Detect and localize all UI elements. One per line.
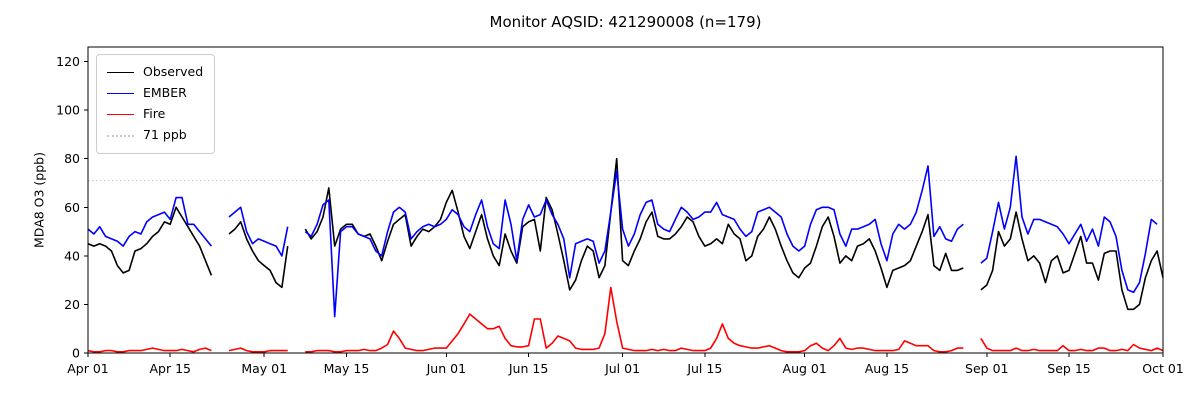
series-line-observed <box>304 157 964 291</box>
y-tick-label: 0 <box>72 346 80 361</box>
legend-item-fire: Fire <box>107 104 203 125</box>
y-tick-label: 40 <box>64 248 80 263</box>
chart-title: Monitor AQSID: 421290008 (n=179) <box>489 13 762 31</box>
x-tick-label: Jul 15 <box>686 361 722 376</box>
legend-swatch-fire <box>107 114 134 115</box>
legend-label: EMBER <box>143 85 187 101</box>
x-tick-label: Aug 15 <box>865 361 909 376</box>
x-tick-label: Oct 01 <box>1142 361 1184 376</box>
series-line-ember <box>228 206 289 257</box>
series-line-fire <box>305 286 964 353</box>
legend-swatch-observed <box>107 72 134 73</box>
y-tick-label: 60 <box>64 200 80 215</box>
series-line-observed <box>228 221 289 289</box>
series-line-ember <box>304 165 964 318</box>
series-line-fire <box>228 347 288 353</box>
legend-label: Fire <box>143 106 166 122</box>
legend-swatch-ember <box>107 93 134 94</box>
series-line-fire <box>87 347 212 353</box>
series-line-fire <box>980 337 1164 352</box>
legend-swatch-71-ppb <box>107 134 134 137</box>
x-tick-label: Sep 15 <box>1047 361 1090 376</box>
series-line-ember <box>87 196 213 247</box>
x-tick-label: Jun 01 <box>426 361 466 376</box>
x-tick-label: Aug 01 <box>783 361 827 376</box>
legend: Observed EMBER Fire 71 ppb <box>96 54 216 154</box>
x-tick-label: May 01 <box>241 361 287 376</box>
y-tick-label: 120 <box>56 54 80 69</box>
legend-item-ember: EMBER <box>107 83 203 104</box>
legend-label: Observed <box>143 64 204 80</box>
x-tick-label: Sep 01 <box>965 361 1008 376</box>
y-tick-label: 100 <box>56 103 80 118</box>
legend-item-71-ppb: 71 ppb <box>107 125 203 146</box>
legend-label: 71 ppb <box>143 127 187 143</box>
series-line-ember <box>980 155 1158 294</box>
y-tick-label: 20 <box>64 297 80 312</box>
legend-item-observed: Observed <box>107 62 203 83</box>
y-tick-label: 80 <box>64 151 80 166</box>
x-tick-label: May 15 <box>324 361 370 376</box>
series-line-observed <box>980 211 1164 311</box>
plot-border <box>87 46 1164 354</box>
x-tick-label: Jun 15 <box>508 361 548 376</box>
x-tick-label: Jul 01 <box>604 361 640 376</box>
series-line-observed <box>87 206 213 276</box>
x-tick-label: Apr 15 <box>149 361 191 376</box>
x-tick-label: Apr 01 <box>67 361 109 376</box>
